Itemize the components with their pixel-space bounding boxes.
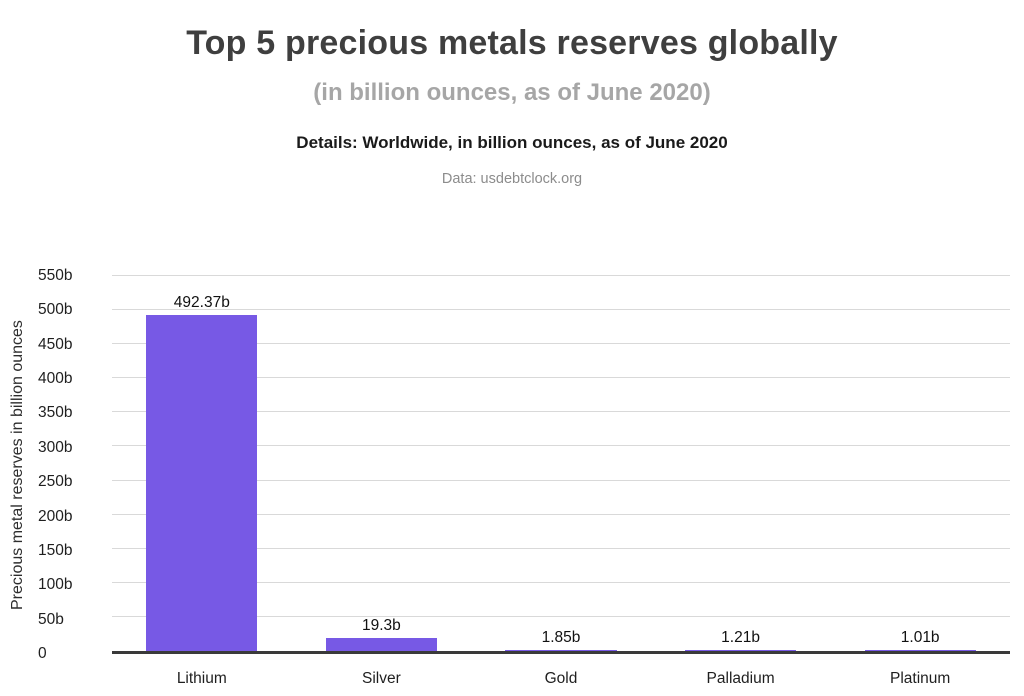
bars: 492.37b 19.3b 1.85b 1.21b 1.01b (112, 276, 1010, 651)
x-axis-label-palladium: Palladium (706, 670, 775, 687)
chart-details: Details: Worldwide, in billion ounces, a… (296, 133, 728, 152)
y-tick-label: 250b (38, 473, 73, 491)
y-axis: 0 50b 100b 150b 200b 250b 300b 350b 400b 450b 500b… (38, 267, 108, 662)
gridline (112, 479, 1010, 481)
chart-source: Data: usdebtclock.org (441, 171, 583, 187)
bar-value-label: 1.21b (721, 629, 760, 646)
bar-platinum (864, 650, 976, 651)
bar-group-silver: 19.3b (292, 276, 472, 651)
x-axis-label-silver: Silver (362, 670, 401, 687)
gridline (112, 513, 1010, 515)
chart-header: Top 5 precious metals reserves globally … (0, 24, 1024, 187)
y-tick-label: 400b (38, 370, 73, 388)
gridline (112, 411, 1010, 413)
bar-chart: Precious metal reserves in billion ounce… (0, 254, 1024, 696)
gridline (112, 445, 1010, 447)
x-axis-labels: Lithium Silver Gold Palladium Platinum (112, 657, 1010, 691)
chart-title: Top 5 precious metals reserves globally (186, 24, 838, 62)
y-tick-label: 300b (38, 438, 73, 456)
gridline (112, 615, 1010, 617)
x-axis-label-gold: Gold (544, 670, 578, 687)
bar-palladium (684, 650, 797, 651)
bar-value-label: 19.3b (361, 616, 401, 634)
y-tick-label: 450b (38, 335, 73, 353)
y-axis-title: Precious metal reserves in billion ounce… (9, 320, 26, 610)
bar-group-platinum: 1.01b (830, 276, 1010, 651)
y-tick-label: 100b (38, 576, 73, 594)
bar-group-palladium: 1.21b (651, 276, 831, 651)
y-tick-label: 200b (38, 507, 73, 525)
gridline (112, 309, 1010, 311)
x-axis-label-platinum: Platinum (890, 670, 951, 687)
bar-value-label: 492.37b (173, 294, 230, 312)
y-tick-label: 550b (38, 267, 73, 284)
y-tick-label: 50b (38, 610, 64, 628)
gridline (112, 275, 1010, 276)
bar-group-gold: 1.85b (471, 276, 651, 651)
bar-lithium (146, 315, 258, 651)
bar-silver (325, 637, 438, 651)
gridline (112, 377, 1010, 379)
bar-value-label: 1.01b (900, 629, 940, 646)
gridline (112, 343, 1010, 345)
gridlines (112, 275, 1010, 651)
gridline (112, 581, 1010, 583)
y-tick-label: 0 (38, 645, 47, 662)
bar-group-lithium: 492.37b (112, 276, 292, 651)
y-tick-label: 500b (38, 301, 73, 319)
bar-value-label: 1.85b (541, 628, 581, 646)
bar-gold (505, 649, 617, 651)
x-axis-label-lithium: Lithium (176, 670, 227, 687)
chart-subtitle: (in billion ounces, as of June 2020) (313, 79, 711, 106)
gridline (112, 547, 1010, 549)
plot-area: 492.37b 19.3b 1.85b 1.21b 1.01b (112, 275, 1010, 654)
y-tick-label: 150b (38, 541, 73, 559)
y-tick-label: 350b (38, 404, 73, 422)
